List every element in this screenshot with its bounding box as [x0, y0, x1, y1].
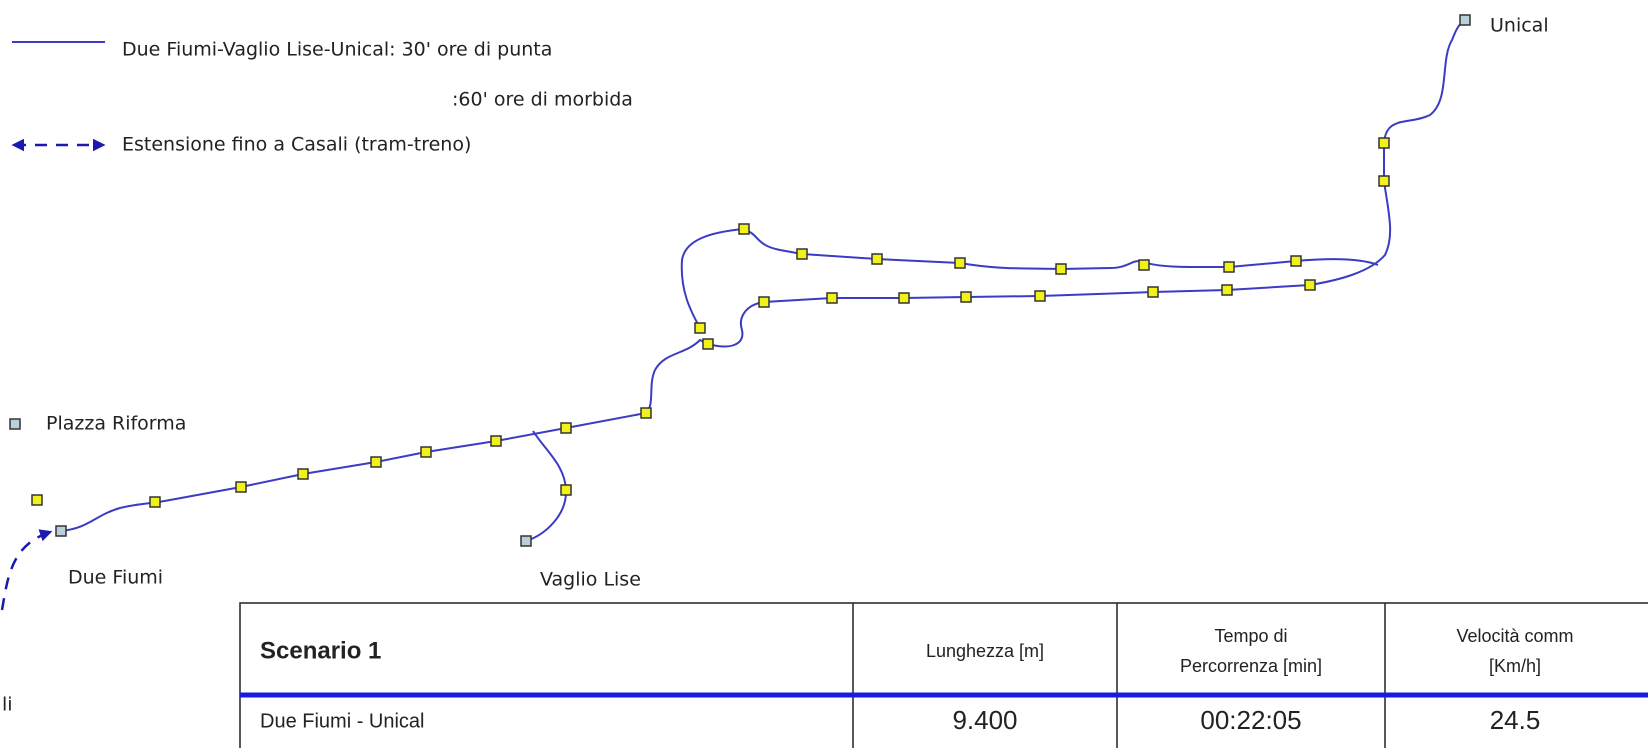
legend-text: :60' ore di morbida: [452, 89, 633, 111]
stop: [1223, 261, 1235, 273]
stop: [898, 292, 910, 304]
station-label: Plazza Riforma: [46, 413, 186, 435]
extension-dash: [0, 529, 53, 611]
stop: [702, 338, 714, 350]
table-cell: 00:22:05: [1200, 705, 1301, 735]
stop: [960, 291, 972, 303]
terminal: [1459, 14, 1471, 26]
stop: [235, 481, 247, 493]
stop: [826, 292, 838, 304]
legend-text: Estensione fino a Casali (tram-treno): [122, 134, 471, 156]
header-cell: [Km/h]: [1489, 656, 1541, 676]
route: [680, 227, 1379, 329]
stop: [370, 456, 382, 468]
header-cell: Tempo di: [1214, 626, 1287, 646]
stop: [149, 496, 161, 508]
stop: [1055, 263, 1067, 275]
route: [525, 430, 568, 542]
terminal: [520, 535, 532, 547]
stop: [297, 468, 309, 480]
stop: [640, 407, 652, 419]
stop: [796, 248, 808, 260]
legend-text: Due Fiumi-Vaglio Lise-Unical: 30' ore di…: [122, 39, 552, 61]
stop: [738, 223, 750, 235]
stop: [420, 446, 432, 458]
station-label: Vaglio Lise: [540, 569, 641, 591]
stop: [1304, 279, 1316, 291]
stop: [1138, 259, 1150, 271]
route: [60, 19, 1466, 532]
header-cell: Scenario 1: [260, 637, 381, 664]
terminal: [55, 525, 67, 537]
stop: [758, 296, 770, 308]
stop: [1147, 286, 1159, 298]
table-border: [239, 602, 1648, 748]
table-cell: 9.400: [952, 705, 1017, 735]
table-cell: 24.5: [1490, 705, 1541, 735]
stop: [31, 494, 43, 506]
stop: [560, 484, 572, 496]
stop: [1378, 137, 1390, 149]
header-cell: Velocità comm: [1456, 626, 1573, 646]
stop: [1221, 284, 1233, 296]
stop: [694, 322, 706, 334]
terminal: [9, 418, 21, 430]
header-cell: Percorrenza [min]: [1180, 656, 1322, 676]
stop: [1290, 255, 1302, 267]
station-label: Unical: [1490, 15, 1549, 37]
stop: [954, 257, 966, 269]
stop: [490, 435, 502, 447]
header-cell: Lunghezza [m]: [926, 641, 1044, 661]
stop: [871, 253, 883, 265]
stop: [1034, 290, 1046, 302]
station-label: li: [2, 694, 13, 716]
stop: [560, 422, 572, 434]
station-label: Due Fiumi: [68, 567, 163, 589]
table: Scenario 1 Lunghezza [m] Tempo di Percorren…: [239, 602, 1648, 748]
table-cell: Due Fiumi - Unical: [260, 710, 424, 732]
stop: [1378, 175, 1390, 187]
